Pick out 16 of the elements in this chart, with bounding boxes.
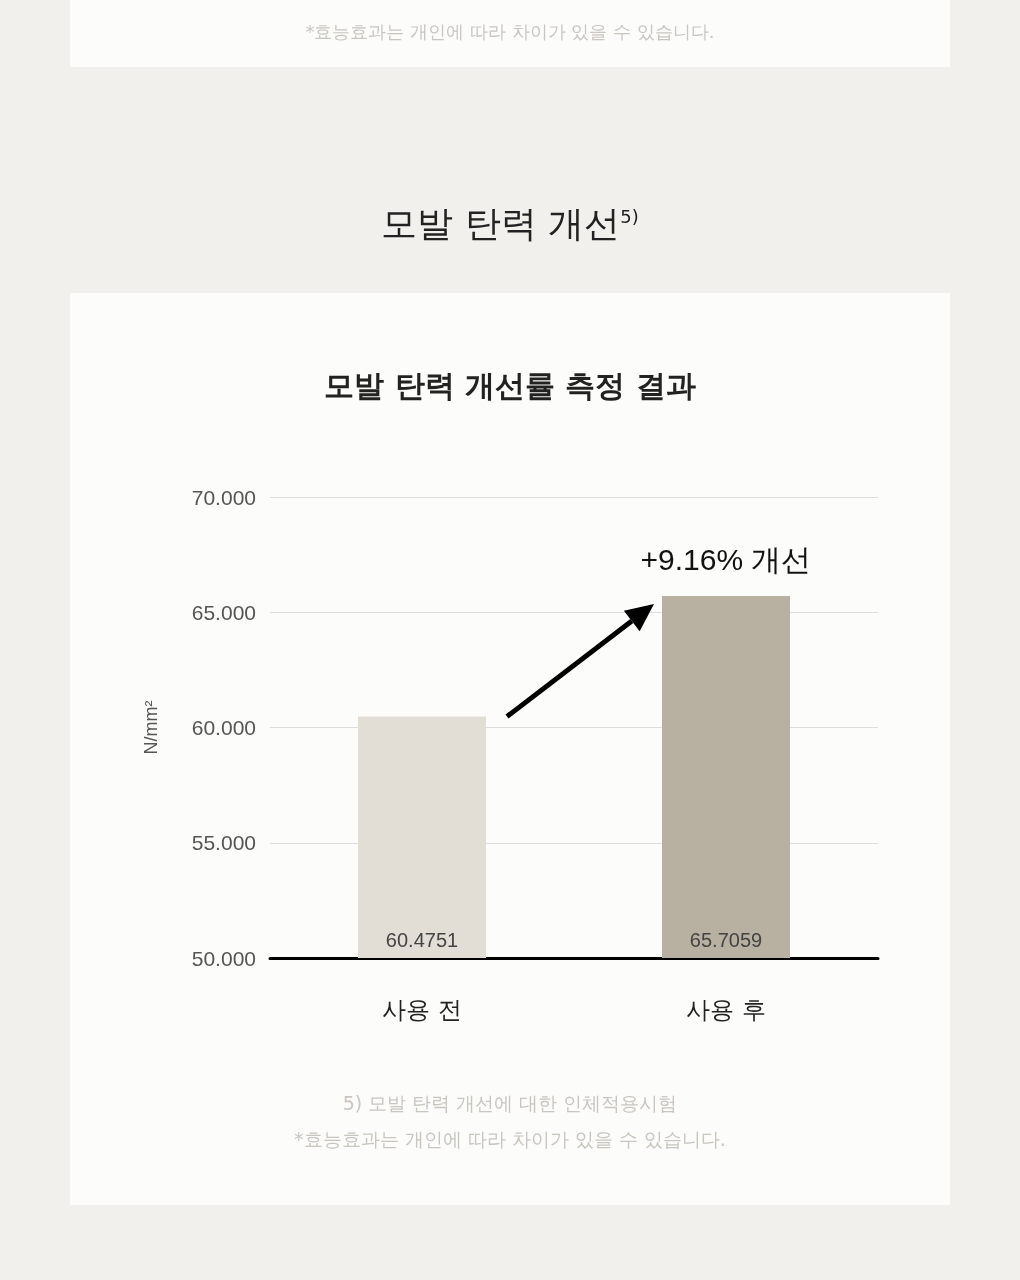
text: 5) 모발 탄력 개선에 대한 인체적용시험 xyxy=(341,1091,679,1116)
y-tick-label: 70.000 xyxy=(191,485,256,509)
y-tick-label: 50.000 xyxy=(191,946,256,970)
chart-title: 모발 탄력 개선$^{5)}$ xyxy=(380,202,640,246)
y-tick-label: 60.000 xyxy=(191,716,256,739)
x-tick-label: 사용 전 xyxy=(382,996,462,1024)
y-tick-label: 55.000 xyxy=(191,831,256,855)
y-tick-label: 65.000 xyxy=(191,600,256,624)
data-label: 65.7059 xyxy=(689,929,763,951)
text: *효능효과는 개인에 따라 차이가 있을 수 있습니다. xyxy=(293,1127,727,1152)
x-tick-label: 사용 후 xyxy=(686,996,766,1024)
text: *효능효과는 개인에 따라 차이가 있을 수 있습니다. xyxy=(304,20,716,44)
data-label: 60.4751 xyxy=(385,929,459,951)
y-axis-title: N/mm² xyxy=(141,700,161,755)
annotation: +9.16% 개선 xyxy=(640,543,812,577)
chart-subtitle: 모발 탄력 개선률 측정 결과 xyxy=(324,367,696,403)
